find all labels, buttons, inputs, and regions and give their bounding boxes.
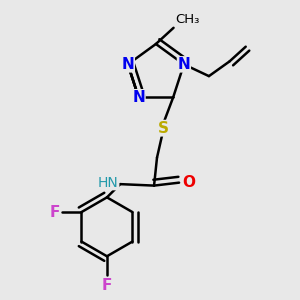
Text: O: O bbox=[182, 175, 195, 190]
Text: N: N bbox=[178, 57, 190, 72]
Text: N: N bbox=[132, 90, 145, 105]
Text: F: F bbox=[50, 205, 60, 220]
Text: HN: HN bbox=[98, 176, 119, 190]
Text: CH₃: CH₃ bbox=[175, 13, 200, 26]
Text: F: F bbox=[102, 278, 112, 293]
Text: S: S bbox=[158, 121, 168, 136]
Text: N: N bbox=[122, 57, 134, 72]
